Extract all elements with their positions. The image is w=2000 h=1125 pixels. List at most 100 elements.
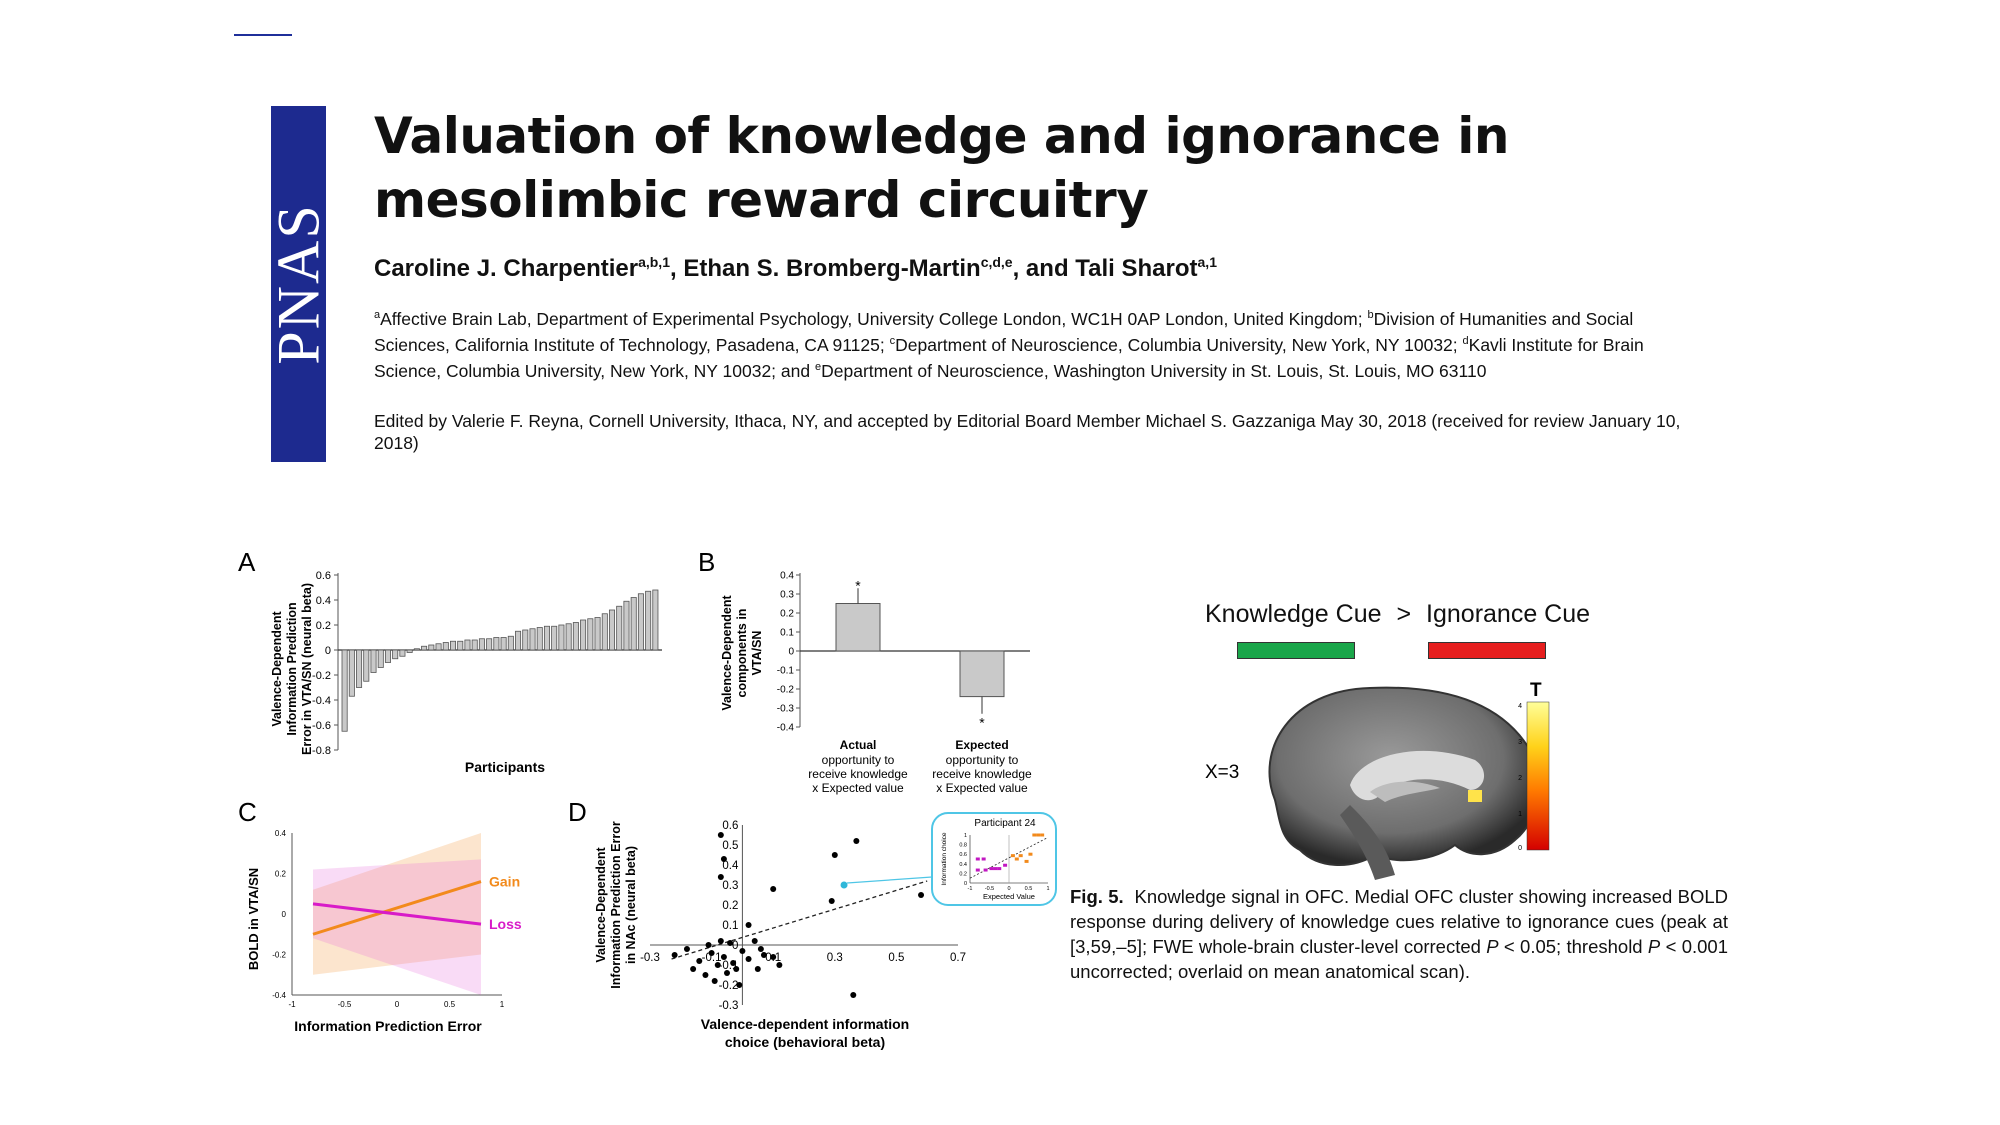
paper-title: Valuation of knowledge and ignorance in …	[374, 107, 1510, 229]
panel-c-xlabel: Information Prediction Error	[294, 1018, 482, 1034]
data-point	[739, 948, 746, 954]
inset-y-tick-label: 1	[964, 833, 967, 839]
affil-text: Division of Humanities and Social Scienc…	[374, 308, 1634, 355]
fit-line	[671, 880, 928, 960]
panel-a-ylabel: Valence-Dependent Information Prediction…	[270, 583, 314, 755]
bar	[515, 630, 522, 651]
panel-b-cat-line: x Expected value	[936, 781, 1028, 795]
y-tick-label: 0.2	[780, 609, 794, 620]
data-point	[850, 992, 857, 998]
panel-b-cat-line: receive knowledge	[808, 767, 908, 781]
panel-a-bars	[341, 589, 659, 732]
inset-x-tick-label: 0.5	[1025, 886, 1033, 892]
data-point	[751, 938, 758, 944]
x-tick-label: 0	[395, 1000, 400, 1009]
y-tick-label: -0.2	[719, 980, 739, 992]
data-point	[717, 874, 724, 880]
panel-b-bars: **	[835, 577, 1005, 731]
author-affil-sup: c,d,e	[980, 254, 1013, 270]
inset-data-point	[1014, 857, 1019, 861]
y-tick-label: 0.4	[780, 571, 794, 582]
knowledge-cue-swatch	[1237, 642, 1355, 659]
inset-data-point	[983, 868, 988, 872]
y-tick-label: 0.4	[275, 829, 287, 838]
panel-b-category-1: Actual opportunity to receive knowledge …	[808, 738, 908, 795]
data-point	[690, 966, 697, 972]
panel-a-chart: A Valence-Dependent Information Predicti…	[238, 547, 662, 775]
inset-x-tick-label: 1	[1046, 886, 1049, 892]
data-point	[757, 946, 764, 952]
caption-text-italic: P	[1486, 936, 1499, 957]
x-tick-label: -0.3	[640, 952, 660, 964]
inset-data-point	[993, 867, 998, 871]
caption-text: Knowledge signal in OFC. Medial OFC clus…	[1070, 886, 1729, 957]
bar	[630, 597, 637, 651]
bar	[536, 627, 543, 651]
affil-text: Affective Brain Lab, Department of Exper…	[380, 308, 1368, 329]
colorbar-tick: 0	[1518, 845, 1522, 852]
inset-title: Participant 24	[974, 818, 1036, 829]
contrast-operator: >	[1396, 600, 1412, 628]
edited-by-note: Edited by Valerie F. Reyna, Cornell Univ…	[374, 411, 1681, 453]
bar	[478, 638, 485, 651]
panel-d-xlabel-line: choice (behavioral beta)	[725, 1034, 885, 1050]
bar	[616, 605, 623, 651]
bar	[580, 619, 587, 651]
panel-b-ylabel-line: VTA/SN	[750, 631, 764, 676]
bar	[587, 618, 594, 651]
data-point	[853, 838, 860, 844]
panel-a-xlabel: Participants	[465, 759, 545, 775]
bar	[363, 649, 370, 682]
x-tick-label: 0.7	[950, 952, 966, 964]
bar	[543, 625, 550, 651]
y-tick-label: -0.2	[777, 685, 795, 696]
data-point	[831, 852, 838, 858]
data-point	[724, 970, 730, 976]
y-tick-label: 0.6	[316, 570, 331, 582]
y-tick-label: -0.3	[777, 704, 795, 715]
panel-b-cat-line: opportunity to	[822, 753, 895, 767]
inset-y-tick-label: 0.2	[959, 871, 967, 877]
colorbar-title: T	[1530, 680, 1542, 701]
inset-data-point	[1028, 852, 1033, 856]
x-tick-label: -1	[288, 1000, 296, 1009]
inset-x-tick-label: 0	[1007, 886, 1010, 892]
cue-contrast-label: Knowledge Cue > Ignorance Cue	[1205, 600, 1590, 629]
inset-data-point	[997, 867, 1002, 871]
data-point	[736, 982, 743, 988]
bar	[623, 600, 630, 651]
figure-caption: Fig. 5. Knowledge signal in OFC. Medial …	[1070, 884, 1728, 984]
panel-a-axes: 0.6 0.4 0.2 0 -0.2 -0.4 -0.6 -0.8	[312, 570, 662, 757]
data-point	[717, 832, 724, 838]
series-label: Loss	[489, 916, 522, 932]
bar	[450, 640, 457, 651]
panel-b-chart: B Valence-Dependent components in VTA/SN…	[698, 547, 1032, 795]
panel-b-cat-line: receive knowledge	[932, 767, 1032, 781]
affil-text: Kavli Institute for Brain Science, Colum…	[374, 334, 1644, 381]
bar	[601, 613, 608, 651]
bar	[637, 593, 644, 651]
author-separator: ,	[669, 255, 684, 282]
sagittal-brain-image	[1268, 686, 1540, 880]
inset-x-tick-label: -0.5	[985, 886, 994, 892]
y-tick-label: 0	[732, 940, 738, 952]
inset-y-tick-label: 0.6	[959, 852, 967, 858]
pnas-logo: PNAS	[271, 106, 326, 462]
bar	[384, 649, 391, 663]
panel-d-ylabel-line: in NAc (neural beta)	[624, 846, 638, 964]
data-point	[702, 972, 709, 978]
data-point	[720, 954, 727, 960]
inset-data-point	[989, 867, 994, 871]
panel-b-cat-line: Actual	[840, 738, 877, 752]
data-point	[671, 952, 678, 958]
data-point	[745, 956, 752, 962]
panel-c-chart: C BOLD in VTA/SN 0.40.20-0.2-0.4-1 -0.5 0 0…	[238, 797, 522, 1034]
panel-b-cat-line: x Expected value	[812, 781, 904, 795]
affil-sup: e	[814, 360, 822, 373]
affil-text: Department of Neuroscience, Columbia Uni…	[895, 334, 1463, 355]
panel-b-cat-line: Expected	[955, 738, 1008, 752]
y-tick-label: -0.2	[312, 670, 331, 682]
panel-b-category-2: Expected opportunity to receive knowledg…	[932, 738, 1032, 795]
x-tick-label: 0.5	[888, 952, 904, 964]
inset-frame	[931, 812, 1057, 906]
